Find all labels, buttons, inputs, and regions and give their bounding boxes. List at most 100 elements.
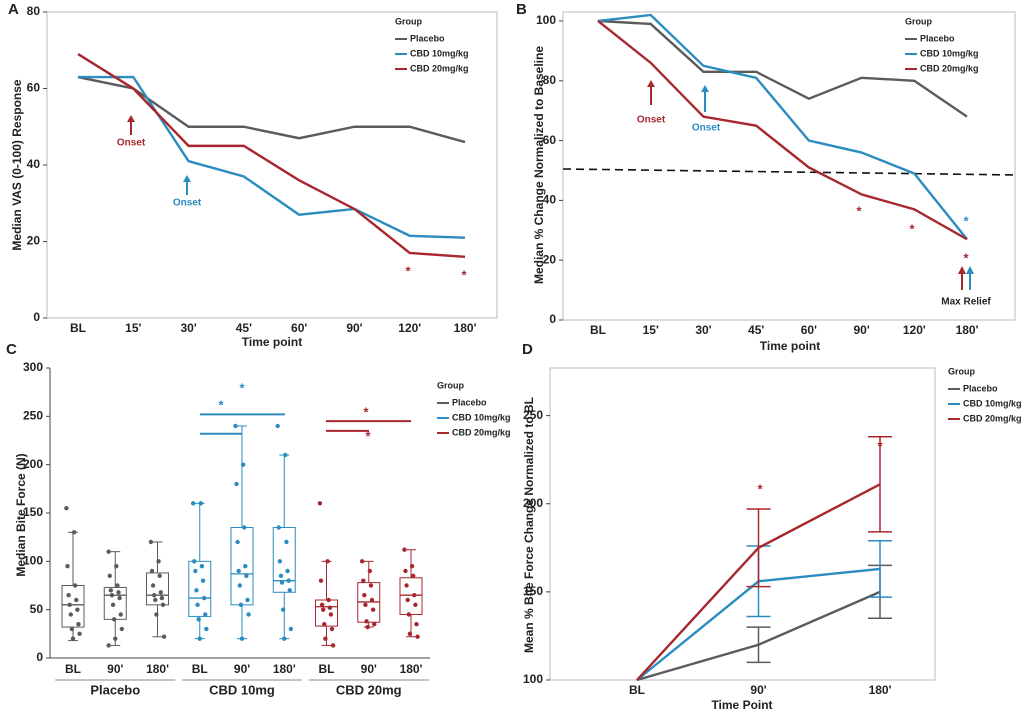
x-tick-label: 60' (801, 323, 817, 337)
annotation: * (405, 263, 411, 278)
x-tick-label: BL (319, 662, 335, 676)
y-tick-label: 60 (27, 81, 41, 95)
data-point (197, 636, 202, 641)
data-point (153, 597, 158, 603)
legend-label: Placebo (452, 397, 487, 407)
annotation: * (877, 438, 883, 453)
annotation: * (963, 213, 969, 228)
x-tick-label: 30' (180, 321, 196, 335)
x-tick-label: 30' (695, 323, 711, 337)
x-tick-label: 15' (125, 321, 141, 335)
arrow-head (966, 266, 974, 274)
arrow-head (701, 85, 709, 92)
x-tick-label: BL (65, 662, 81, 676)
data-point (152, 592, 157, 598)
x-tick-label: 180' (956, 323, 979, 337)
data-point (330, 643, 336, 648)
data-point (195, 602, 200, 608)
data-point (277, 559, 283, 564)
x-tick-label: 45' (236, 321, 252, 335)
data-point (322, 621, 327, 627)
legend-title: Group (395, 16, 422, 26)
data-point (74, 597, 79, 603)
legend-label: CBD 20mg/kg (963, 413, 1022, 423)
data-point (109, 592, 115, 598)
data-point (201, 595, 207, 601)
y-axis-label: Median VAS (0-100) Response (10, 79, 24, 250)
group-label: CBD 10mg (209, 682, 275, 697)
legend-label: CBD 20mg/kg (920, 63, 979, 73)
data-point (66, 592, 71, 598)
data-point (116, 590, 121, 595)
data-point (193, 568, 198, 574)
y-tick-label: 100 (23, 554, 43, 568)
data-point (411, 573, 416, 579)
series-line (597, 19, 968, 118)
data-point (119, 626, 125, 632)
annotation: * (365, 428, 371, 443)
x-tick-label: 180' (869, 683, 892, 697)
data-point (200, 578, 206, 583)
data-point (276, 525, 281, 530)
data-point (246, 612, 251, 617)
annotation: * (363, 404, 369, 419)
data-point (282, 636, 287, 641)
y-tick-label: 250 (523, 408, 543, 422)
y-tick-label: 250 (23, 409, 43, 423)
data-point (413, 602, 418, 608)
data-point (157, 573, 162, 579)
data-point (110, 602, 116, 608)
data-point (158, 590, 163, 595)
legend-label: Placebo (410, 33, 445, 43)
data-point (407, 631, 413, 637)
data-point (284, 539, 289, 545)
x-tick-label: 90' (361, 662, 377, 676)
annotation: * (757, 481, 763, 496)
data-point (283, 452, 288, 458)
data-point (233, 423, 238, 429)
data-point (234, 481, 239, 487)
legend-title: Group (948, 366, 975, 376)
data-point (404, 583, 409, 588)
annotation: Onset (173, 198, 202, 209)
x-tick-label: 90' (107, 662, 123, 676)
data-point (402, 547, 407, 552)
data-point (326, 597, 331, 603)
data-point (68, 612, 74, 617)
legend-label: Placebo (920, 33, 955, 43)
data-point (114, 563, 119, 569)
series-line (636, 590, 881, 682)
x-tick-label: BL (629, 683, 645, 697)
data-point (150, 583, 156, 588)
box (188, 560, 212, 617)
data-point (236, 568, 241, 574)
data-point (190, 501, 196, 506)
data-point (196, 617, 201, 622)
y-tick-label: 300 (23, 360, 43, 374)
y-tick-label: 80 (543, 73, 557, 87)
y-axis-label: Median Bite Force (N) (14, 453, 28, 576)
series-line (597, 20, 968, 241)
group-label: Placebo (90, 682, 140, 697)
x-tick-label: 15' (643, 323, 659, 337)
annotation: Max Relief (941, 297, 991, 308)
x-axis-label: Time Point (711, 698, 772, 712)
annotation: * (461, 267, 467, 282)
data-point (108, 588, 114, 593)
y-tick-label: 20 (27, 234, 41, 248)
box (146, 572, 169, 606)
x-tick-label: 180' (454, 321, 477, 335)
y-tick-label: 0 (33, 310, 40, 324)
data-point (106, 643, 111, 648)
x-tick-label: 90' (234, 662, 250, 676)
series-line (77, 53, 466, 258)
data-point (240, 462, 246, 467)
x-tick-label: 180' (273, 662, 296, 676)
data-point (370, 607, 376, 612)
x-tick-label: 120' (398, 321, 421, 335)
plot-frame (549, 367, 936, 681)
box (315, 599, 338, 627)
data-point (278, 573, 284, 579)
series-line (636, 483, 881, 681)
